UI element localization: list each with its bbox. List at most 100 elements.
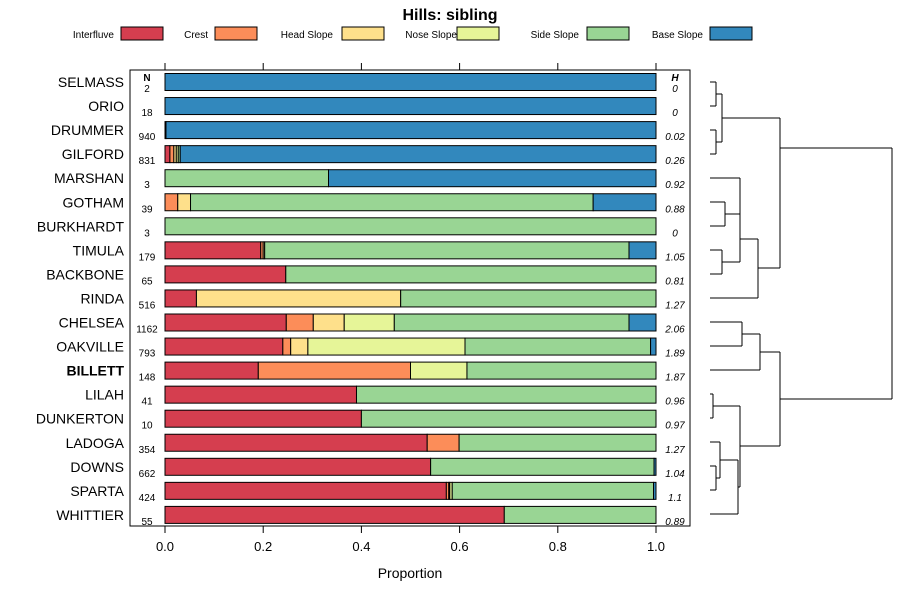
bar-segment-nose-slope bbox=[410, 361, 468, 380]
h-value: 0.02 bbox=[665, 132, 685, 143]
row-label: MARSHAN bbox=[54, 170, 124, 186]
legend-swatch bbox=[456, 26, 500, 41]
row-label: BURKHARDT bbox=[37, 218, 125, 234]
bar-segment-interfluve bbox=[164, 265, 287, 284]
bar-segment-head-slope bbox=[177, 193, 192, 212]
bar-segment-interfluve bbox=[164, 337, 284, 356]
bar-segment-side-slope bbox=[458, 433, 657, 452]
bar-segment-base-slope bbox=[628, 241, 657, 260]
h-value: 1.05 bbox=[665, 252, 685, 263]
n-value: 3 bbox=[144, 228, 150, 239]
dendro-branch bbox=[710, 177, 741, 262]
bar-segment-interfluve bbox=[164, 433, 428, 452]
bar-segment-side-slope bbox=[393, 313, 630, 332]
dendrogram bbox=[710, 81, 893, 515]
n-value: 354 bbox=[139, 445, 156, 456]
bar-sparta bbox=[164, 481, 657, 500]
bar-timula bbox=[164, 241, 657, 260]
n-value: 1162 bbox=[136, 325, 158, 336]
bar-segment-interfluve bbox=[164, 289, 197, 308]
h-value: 2.06 bbox=[664, 325, 685, 336]
legend-label: Side Slope bbox=[531, 30, 580, 41]
legend-swatch bbox=[341, 26, 385, 41]
bar-segment-interfluve bbox=[164, 145, 171, 164]
bar-segment-side-slope bbox=[285, 265, 657, 284]
x-tick-label: 0.4 bbox=[352, 539, 370, 554]
n-value: 148 bbox=[139, 373, 156, 384]
h-value: 1.87 bbox=[665, 373, 685, 384]
h-value: 0 bbox=[672, 108, 678, 119]
bar-segment-crest bbox=[282, 337, 292, 356]
bar-segment-crest bbox=[426, 433, 460, 452]
x-tick-label: 0.6 bbox=[451, 539, 469, 554]
bar-segment-base-slope bbox=[653, 457, 657, 476]
h-value: 0.88 bbox=[665, 204, 685, 215]
bar-segment-side-slope bbox=[430, 457, 655, 476]
legend-label: Nose Slope bbox=[405, 30, 457, 41]
row-label: LILAH bbox=[85, 387, 124, 403]
bar-gilford bbox=[164, 145, 657, 164]
legend-label: Head Slope bbox=[281, 30, 334, 41]
bar-downs bbox=[164, 457, 657, 476]
h-value: 1.89 bbox=[665, 349, 685, 360]
bar-segment-nose-slope bbox=[343, 313, 395, 332]
n-value: 662 bbox=[139, 469, 156, 480]
bar-whittier bbox=[164, 505, 657, 524]
h-value: 0 bbox=[672, 228, 678, 239]
x-tick-label: 1.0 bbox=[647, 539, 665, 554]
dendro-branch bbox=[710, 465, 720, 491]
legend-swatch bbox=[120, 26, 164, 41]
bar-segment-base-slope bbox=[328, 169, 657, 188]
bar-segment-side-slope bbox=[503, 505, 657, 524]
n-value: 39 bbox=[141, 204, 153, 215]
bar-segment-interfluve bbox=[164, 385, 357, 404]
x-tick-label: 0.2 bbox=[254, 539, 272, 554]
n-value: 10 bbox=[141, 421, 153, 432]
bar-segment-base-slope bbox=[628, 313, 657, 332]
bar-segment-interfluve bbox=[164, 481, 447, 500]
legend: Interfluve Crest Head Slope Nose Slope Side … bbox=[73, 26, 753, 41]
bar-segment-base-slope bbox=[165, 121, 657, 140]
bar-segment-base-slope bbox=[164, 97, 657, 116]
bars bbox=[164, 73, 657, 524]
row-label: SPARTA bbox=[70, 483, 124, 499]
row-label: DUNKERTON bbox=[36, 411, 124, 427]
bar-segment-interfluve bbox=[164, 241, 262, 260]
h-labels: 0 0 0.02 0.26 0.92 0.88 0 1.05 0.81 1.27 2.06 1.89 1… bbox=[664, 84, 685, 528]
bar-lilah bbox=[164, 385, 657, 404]
h-column-header: H bbox=[671, 73, 679, 84]
h-value: 1.04 bbox=[665, 469, 685, 480]
bar-gotham bbox=[164, 193, 657, 212]
dendro-branch bbox=[710, 334, 780, 371]
bar-chelsea bbox=[164, 313, 657, 332]
bar-segment-base-slope bbox=[164, 73, 657, 91]
row-label: SELMASS bbox=[58, 74, 124, 90]
row-label: CHELSEA bbox=[59, 315, 125, 331]
bar-billett bbox=[164, 361, 657, 380]
top-axis bbox=[164, 63, 657, 70]
dendro-branch bbox=[721, 94, 780, 142]
dendro-branch bbox=[739, 406, 780, 487]
bar-marshan bbox=[164, 169, 657, 188]
n-column-header: N bbox=[143, 73, 150, 84]
legend-swatch bbox=[709, 26, 753, 41]
row-label: LADOGA bbox=[66, 435, 125, 451]
bar-segment-interfluve bbox=[164, 313, 287, 332]
row-label: GILFORD bbox=[62, 146, 124, 162]
bar-segment-interfluve bbox=[164, 505, 505, 524]
bar-segment-head-slope bbox=[312, 313, 345, 332]
h-value: 0.89 bbox=[665, 517, 685, 528]
legend-label: Base Slope bbox=[652, 30, 704, 41]
bar-segment-crest bbox=[257, 361, 412, 380]
dendro-branch bbox=[710, 129, 722, 155]
bar-segment-side-slope bbox=[164, 217, 657, 236]
dendro-branch bbox=[710, 460, 740, 515]
row-label: TIMULA bbox=[73, 242, 125, 258]
n-value: 65 bbox=[141, 276, 153, 287]
row-label: GOTHAM bbox=[63, 194, 124, 210]
bar-segment-side-slope bbox=[164, 169, 330, 188]
bar-segment-nose-slope bbox=[307, 337, 466, 356]
bar-segment-side-slope bbox=[451, 481, 655, 500]
bar-segment-head-slope bbox=[290, 337, 309, 356]
row-label: DOWNS bbox=[70, 459, 124, 475]
